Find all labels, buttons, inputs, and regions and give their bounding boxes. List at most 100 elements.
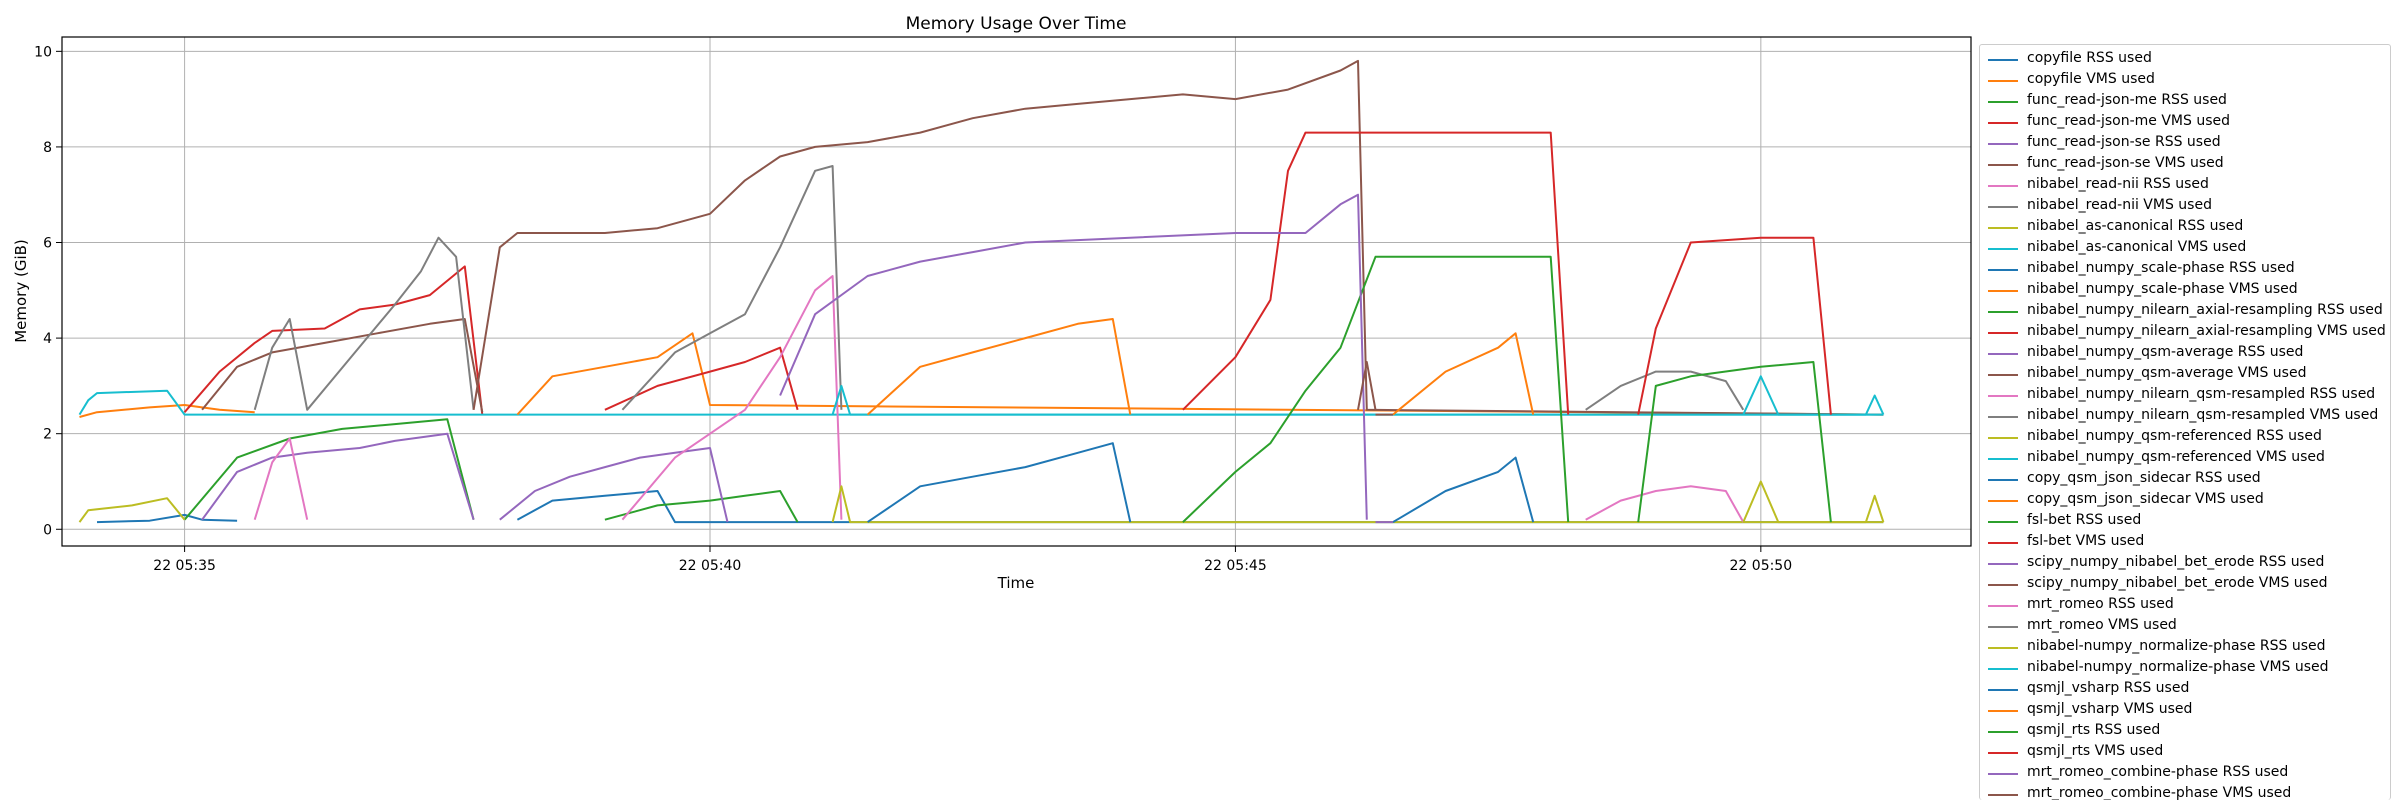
series-line [1392,332,1535,416]
legend-swatch [1988,80,2018,82]
legend-item: mrt_romeo VMS used [1980,616,2390,637]
legend-swatch [1988,542,2018,544]
legend-label: copy_qsm_json_sidecar RSS used [2027,470,2261,486]
y-tick-label: 0 [43,522,52,538]
legend-item: qsmjl_vsharp RSS used [1980,679,2390,700]
legend-item: scipy_numpy_nibabel_bet_erode RSS used [1980,553,2390,574]
legend-swatch [1988,227,2018,229]
series-line [183,265,484,415]
x-axis-label: Time [997,574,1035,592]
legend-swatch [1988,563,2018,565]
legend-label: nibabel_numpy_scale-phase RSS used [2027,260,2295,276]
legend-swatch [1988,773,2018,775]
legend-item: func_read-json-se VMS used [1980,154,2390,175]
legend-label: nibabel_read-nii RSS used [2027,176,2209,192]
series-line [516,332,1884,416]
y-tick-label: 10 [34,44,52,60]
legend-item: func_read-json-me RSS used [1980,91,2390,112]
legend-swatch [1988,332,2018,334]
legend-swatch [1988,500,2018,502]
legend-swatch [1988,143,2018,145]
series-line [472,59,1884,416]
series-line [621,275,843,521]
legend-swatch [1988,374,2018,376]
series-line [831,485,1884,524]
legend-label: nibabel_numpy_nilearn_qsm-resampled VMS … [2027,407,2379,423]
series-line [253,236,475,411]
y-tick-label: 4 [43,331,52,347]
legend-item: nibabel_numpy_qsm-referenced VMS used [1980,448,2390,469]
legend-item: nibabel_read-nii VMS used [1980,196,2390,217]
series-line [831,384,1884,416]
legend-item: qsmjl_rts VMS used [1980,742,2390,763]
legend-swatch [1988,458,2018,460]
legend-item: copy_qsm_json_sidecar RSS used [1980,469,2390,490]
legend-swatch [1988,710,2018,712]
legend-swatch [1988,311,2018,313]
series-line [604,346,799,411]
series-line [604,490,799,523]
legend-label: qsmjl_rts VMS used [2027,743,2164,759]
legend-swatch [1988,521,2018,523]
x-tick-label: 22 05:35 [153,558,216,574]
series-line [201,318,484,413]
legend-item: nibabel_read-nii RSS used [1980,175,2390,196]
legend-item: func_read-json-me VMS used [1980,112,2390,133]
series-line [499,447,729,523]
legend-swatch [1988,626,2018,628]
series-line [1392,456,1535,523]
legend-label: nibabel_numpy_qsm-average RSS used [2027,344,2304,360]
legend-item: nibabel_numpy_nilearn_qsm-resampled VMS … [1980,406,2390,427]
series-line [201,432,475,521]
series-line [1182,255,1570,523]
legend-swatch [1988,689,2018,691]
series-line [1742,480,1885,524]
legend-item: nibabel_numpy_nilearn_axial-resampling V… [1980,322,2390,343]
legend-label: func_read-json-me VMS used [2027,113,2230,129]
legend-swatch [1988,752,2018,754]
legend-swatch [1988,584,2018,586]
legend-item: mrt_romeo RSS used [1980,595,2390,616]
axis-ticks: 0 2 4 6 8 10 22 05:35 22 05:40 22 05:45 22 05:50 [34,44,1792,574]
legend-label: fsl-bet VMS used [2027,533,2145,549]
legend-swatch [1988,416,2018,418]
legend-swatch [1988,647,2018,649]
legend-swatch [1988,206,2018,208]
series-lines [78,59,1885,524]
legend-swatch [1988,353,2018,355]
legend-label: mrt_romeo_combine-phase VMS used [2027,785,2292,800]
series-line [1742,375,1885,416]
legend-item: nibabel_numpy_qsm-average RSS used [1980,343,2390,364]
series-line [1182,131,1570,415]
plot-frame [61,36,1972,547]
legend-label: qsmjl_vsharp VMS used [2027,701,2193,717]
legend-item: func_read-json-se RSS used [1980,133,2390,154]
legend-label: mrt_romeo VMS used [2027,617,2177,633]
series-line [78,497,186,523]
legend-label: copyfile VMS used [2027,71,2155,87]
legend-swatch [1988,269,2018,271]
legend-swatch [1988,164,2018,166]
series-line [1357,361,1377,410]
legend-label: nibabel-numpy_normalize-phase RSS used [2027,638,2326,654]
legend-label: nibabel_numpy_qsm-referenced VMS used [2027,449,2325,465]
legend-label: func_read-json-se RSS used [2027,134,2221,150]
legend-swatch [1988,290,2018,292]
legend-item: scipy_numpy_nibabel_bet_erode VMS used [1980,574,2390,595]
legend-item: nibabel_numpy_nilearn_qsm-resampled RSS … [1980,385,2390,406]
legend-swatch [1988,59,2018,61]
legend-label: func_read-json-se VMS used [2027,155,2224,171]
legend-item: copyfile VMS used [1980,70,2390,91]
y-tick-label: 6 [43,236,52,252]
series-line [866,318,1132,416]
legend-item: nibabel_as-canonical VMS used [1980,238,2390,259]
legend-label: mrt_romeo RSS used [2027,596,2174,612]
series-line [1637,236,1832,415]
legend-item: nibabel_numpy_scale-phase VMS used [1980,280,2390,301]
legend-item: mrt_romeo_combine-phase VMS used [1980,784,2390,800]
legend-swatch [1988,101,2018,103]
legend-label: copy_qsm_json_sidecar VMS used [2027,491,2264,507]
series-line [779,193,1368,520]
legend-item: fsl-bet RSS used [1980,511,2390,532]
